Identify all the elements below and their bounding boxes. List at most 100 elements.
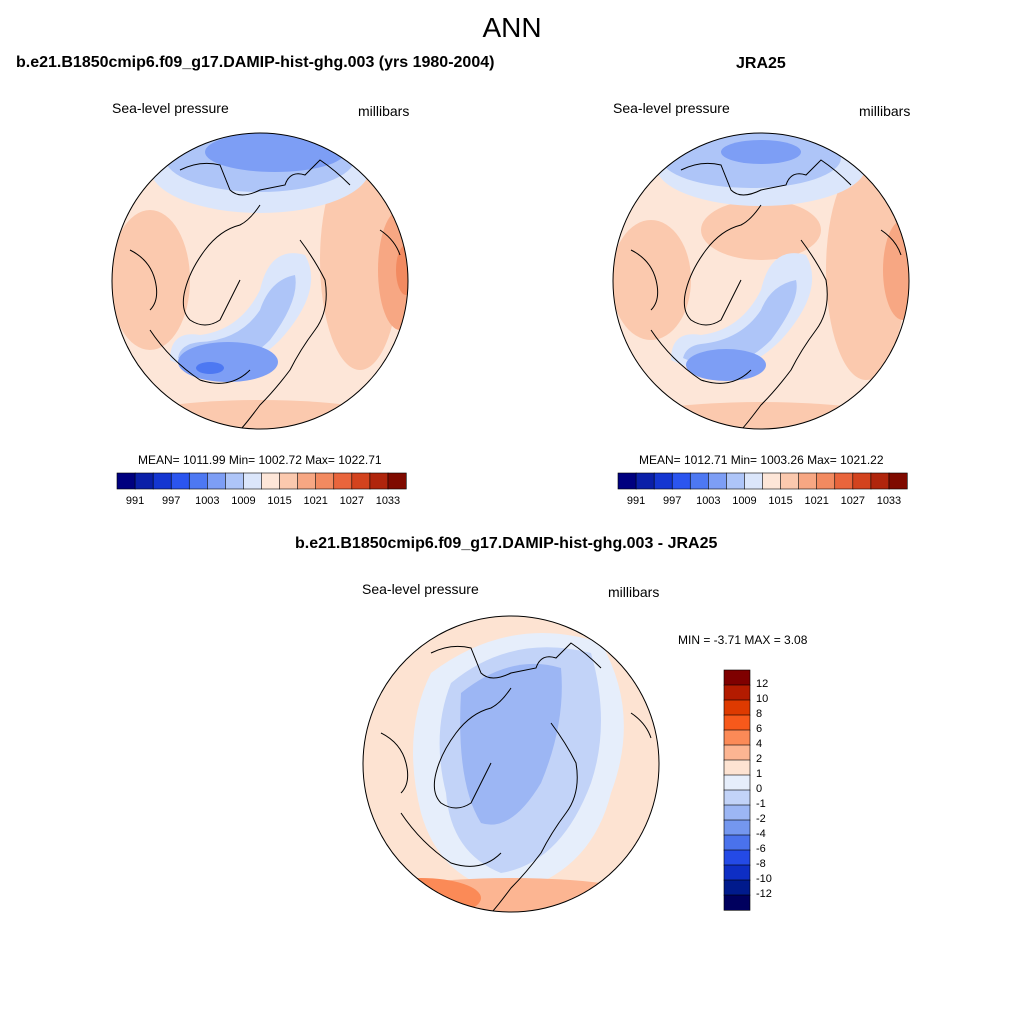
colorbar-tick-label: -4 <box>756 828 766 840</box>
colorbar-swatch <box>726 472 746 490</box>
colorbar-tick-label: 0 <box>756 783 763 795</box>
colorbar-1-labels: 991 997 1003 1009 1015 1021 1027 1033 <box>117 495 406 509</box>
colorbar-swatch <box>617 472 637 490</box>
colorbar-swatch <box>653 472 673 490</box>
colorbar-tick-label: 991 <box>125 495 145 507</box>
map-1-model <box>111 132 409 430</box>
colorbar-tick-label: 1 <box>756 768 763 780</box>
colorbar-swatch <box>723 834 751 851</box>
colorbar-tick-label: 1003 <box>696 495 721 507</box>
colorbar-swatch <box>816 472 836 490</box>
colorbar-tick-label: 1033 <box>876 495 902 507</box>
colorbar-swatch <box>723 789 751 806</box>
colorbar-swatch <box>780 472 800 490</box>
figure-title: ANN <box>482 12 542 43</box>
colorbar-swatch <box>207 472 226 490</box>
panel-1-units-label: millibars <box>358 103 410 119</box>
colorbar-swatch <box>723 744 751 761</box>
colorbar-swatch <box>635 472 655 490</box>
colorbar-swatch <box>723 879 751 896</box>
colorbar-tick-label: 1003 <box>195 495 220 507</box>
colorbar-swatch <box>671 472 691 490</box>
panel-3-stats: MIN = -3.71 MAX = 3.08 <box>678 633 808 647</box>
colorbar-tick-label: 1009 <box>231 495 256 507</box>
colorbar-swatch <box>723 714 751 731</box>
map-3-difference <box>362 615 660 913</box>
colorbar-tick-label: -12 <box>756 888 772 900</box>
panel-2-title: JRA25 <box>736 55 786 72</box>
colorbar-3 <box>723 669 751 911</box>
colorbar-swatch <box>834 472 854 490</box>
panel-2-stats: MEAN= 1012.71 Min= 1003.26 Max= 1021.22 <box>639 453 884 467</box>
colorbar-tick-label: 997 <box>162 495 181 507</box>
colorbar-tick-label: 10 <box>756 693 769 705</box>
colorbar-swatch <box>762 472 782 490</box>
map-2-reanalysis <box>612 132 910 430</box>
colorbar-tick-label: -2 <box>756 813 766 825</box>
panel-1-stats: MEAN= 1011.99 Min= 1002.72 Max= 1022.71 <box>138 453 382 467</box>
colorbar-tick-label: -10 <box>756 873 772 885</box>
colorbar-swatch <box>888 472 908 490</box>
colorbar-tick-label: 12 <box>756 678 769 690</box>
colorbar-tick-label: -6 <box>756 843 766 855</box>
colorbar-tick-label: 1009 <box>732 495 757 507</box>
colorbar-tick-label: 6 <box>756 723 763 735</box>
colorbar-swatch <box>723 759 751 776</box>
colorbar-swatch <box>261 472 281 490</box>
colorbar-tick-label: 4 <box>756 738 763 750</box>
colorbar-swatch <box>723 849 751 866</box>
colorbar-swatch <box>723 864 751 881</box>
colorbar-swatch <box>369 472 389 490</box>
colorbar-2-labels: 991 997 1003 1009 1015 1021 1027 1033 <box>618 495 907 509</box>
colorbar-swatch <box>225 472 245 490</box>
colorbar-swatch <box>798 472 818 490</box>
colorbar-swatch <box>870 472 890 490</box>
colorbar-swatch <box>351 472 371 490</box>
panel-1-title: b.e21.B1850cmip6.f09_g17.DAMIP-hist-ghg.… <box>16 54 495 71</box>
colorbar-tick-label: 997 <box>663 495 682 507</box>
colorbar-tick-label: 1027 <box>339 495 365 507</box>
colorbar-tick-label: 1033 <box>375 495 401 507</box>
colorbar-swatch <box>188 472 208 490</box>
panel-3-variable-label: Sea-level pressure <box>362 581 479 597</box>
colorbar-tick-label: 1027 <box>840 495 866 507</box>
colorbar-swatch <box>708 472 727 490</box>
colorbar-swatch <box>297 472 317 490</box>
colorbar-swatch <box>723 699 751 716</box>
colorbar-swatch <box>723 684 751 701</box>
colorbar-1 <box>116 472 407 490</box>
colorbar-tick-label: 1015 <box>768 495 793 507</box>
panel-3-units-label: millibars <box>608 584 660 600</box>
colorbar-swatch <box>723 894 751 911</box>
colorbar-swatch <box>170 472 190 490</box>
panel-2-variable-label: Sea-level pressure <box>613 100 730 116</box>
colorbar-swatch <box>689 472 709 490</box>
colorbar-swatch <box>744 472 764 490</box>
colorbar-swatch <box>243 472 263 490</box>
colorbar-3-labels: 12 10 8 6 4 2 1 0 -1 -2 -4 -6 -8 -10 -12 <box>756 670 796 910</box>
colorbar-swatch <box>852 472 872 490</box>
colorbar-swatch <box>116 472 136 490</box>
colorbar-tick-label: -8 <box>756 858 766 870</box>
colorbar-swatch <box>152 472 172 490</box>
colorbar-swatch <box>279 472 299 490</box>
colorbar-swatch <box>134 472 154 490</box>
colorbar-tick-label: 2 <box>756 753 763 765</box>
colorbar-tick-label: 8 <box>756 708 763 720</box>
colorbar-tick-label: 1021 <box>303 495 328 507</box>
colorbar-swatch <box>723 804 751 821</box>
colorbar-swatch <box>723 729 751 746</box>
colorbar-swatch <box>387 472 407 490</box>
colorbar-tick-label: 991 <box>626 495 646 507</box>
colorbar-tick-label: -1 <box>756 798 766 810</box>
panel-2-units-label: millibars <box>859 103 911 119</box>
panel-3-title: b.e21.B1850cmip6.f09_g17.DAMIP-hist-ghg.… <box>295 535 718 552</box>
panel-1-variable-label: Sea-level pressure <box>112 100 229 116</box>
colorbar-swatch <box>723 819 751 836</box>
colorbar-swatch <box>333 472 353 490</box>
colorbar-swatch <box>315 472 335 490</box>
colorbar-tick-label: 1021 <box>804 495 829 507</box>
colorbar-swatch <box>723 669 751 686</box>
colorbar-swatch <box>723 774 751 791</box>
colorbar-tick-label: 1015 <box>267 495 292 507</box>
